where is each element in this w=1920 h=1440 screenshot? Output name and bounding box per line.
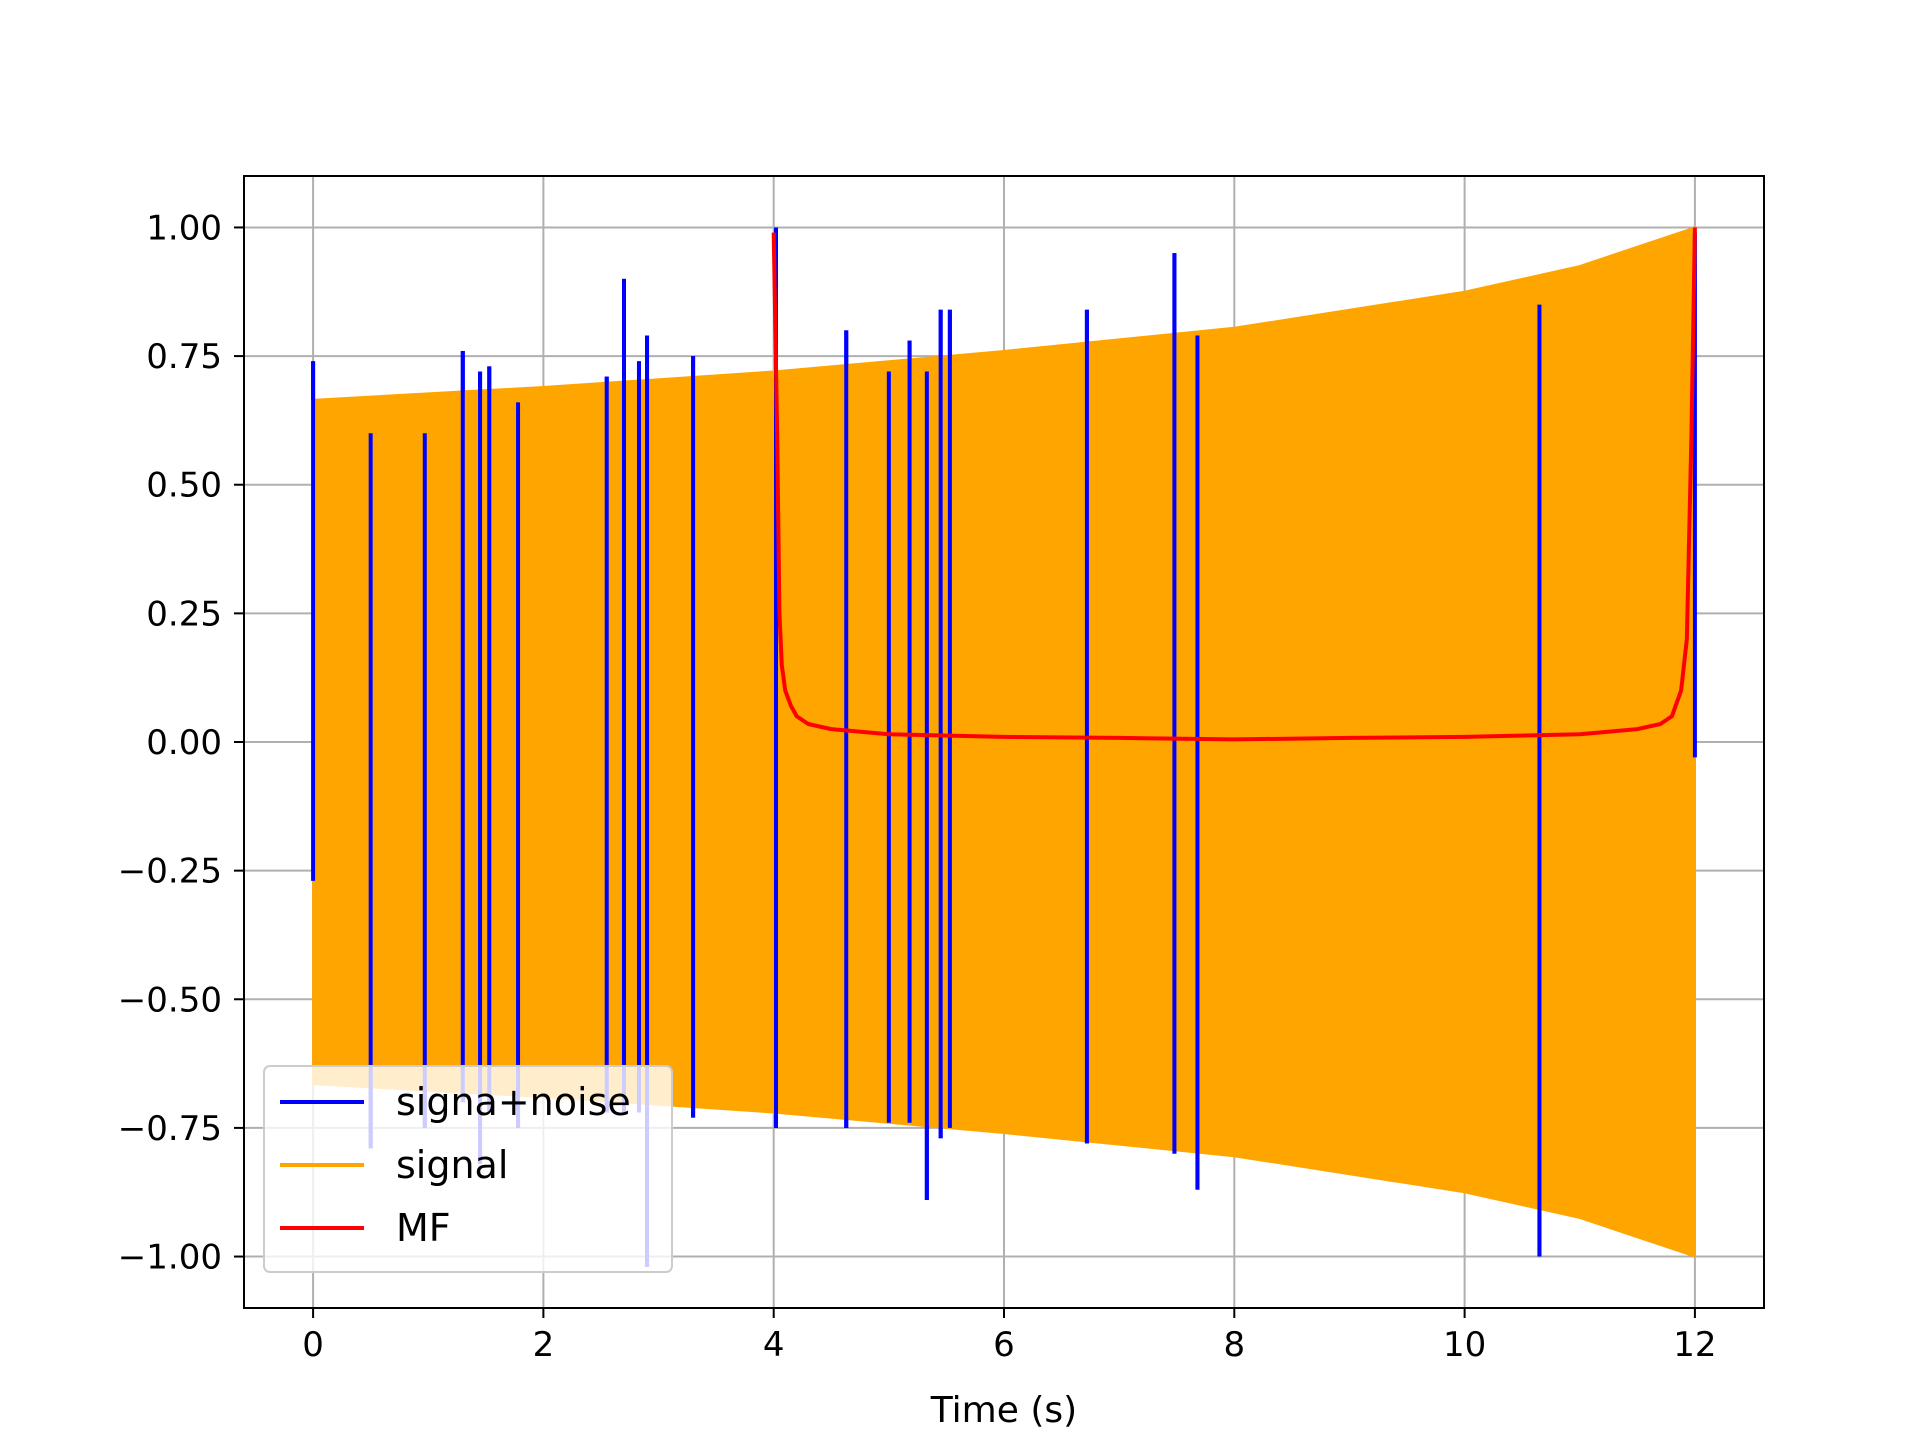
axis-ticks: 0 2 4 6 8 10 12 1.00 0.75 0.50 0.25 0.00 −0.25 −0.50 −… (118, 208, 1717, 1365)
y-tick-label: −0.25 (118, 852, 222, 892)
x-tick-label: 4 (763, 1325, 785, 1365)
x-tick-label: 10 (1443, 1325, 1486, 1365)
y-tick-label: −0.50 (118, 980, 222, 1020)
legend: signa+noise signal MF (263, 1065, 673, 1273)
x-tick-label: 0 (302, 1325, 324, 1365)
legend-label: MF (396, 1206, 451, 1250)
y-tick-label: 0.00 (146, 723, 222, 763)
y-tick-label: 1.00 (146, 208, 222, 248)
legend-box (263, 1065, 673, 1273)
x-tick-label: 2 (533, 1325, 555, 1365)
signal-envelope (312, 226, 1696, 1258)
mf-line (771, 227, 1697, 742)
y-tick-label: 0.25 (146, 594, 222, 634)
x-axis-title: Time (s) (930, 1390, 1077, 1431)
legend-label: signal (396, 1143, 508, 1187)
x-tick-label: 6 (993, 1325, 1015, 1365)
legend-label: signa+noise (396, 1080, 631, 1124)
y-tick-label: −0.75 (118, 1109, 222, 1149)
x-tick-label: 12 (1673, 1325, 1716, 1365)
mf-series (771, 227, 1697, 742)
y-tick-label: 0.50 (146, 466, 222, 506)
x-tick-label: 8 (1223, 1325, 1245, 1365)
y-tick-label: −1.00 (118, 1238, 222, 1278)
y-tick-label: 0.75 (146, 337, 222, 377)
